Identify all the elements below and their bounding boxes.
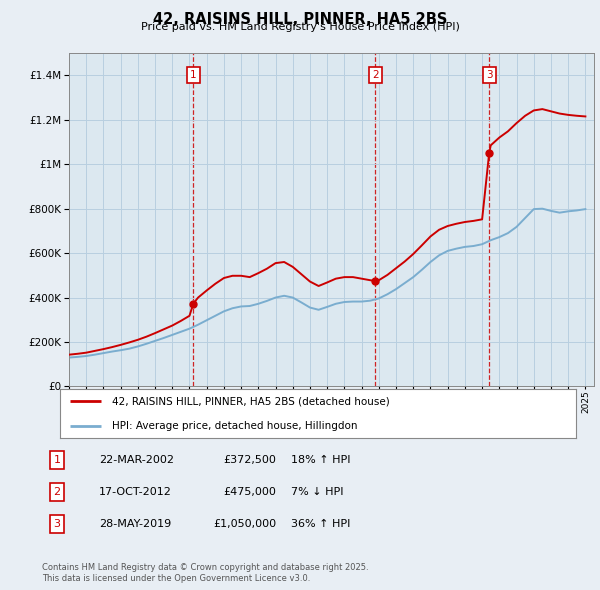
Text: 7% ↓ HPI: 7% ↓ HPI [291,487,343,497]
Text: 3: 3 [486,70,493,80]
Text: 1: 1 [190,70,197,80]
Text: HPI: Average price, detached house, Hillingdon: HPI: Average price, detached house, Hill… [112,421,357,431]
Text: This data is licensed under the Open Government Licence v3.0.: This data is licensed under the Open Gov… [42,574,310,583]
Text: 3: 3 [53,519,61,529]
Text: 42, RAISINS HILL, PINNER, HA5 2BS: 42, RAISINS HILL, PINNER, HA5 2BS [153,12,447,27]
Text: £1,050,000: £1,050,000 [213,519,276,529]
Text: 18% ↑ HPI: 18% ↑ HPI [291,455,350,465]
Text: Price paid vs. HM Land Registry's House Price Index (HPI): Price paid vs. HM Land Registry's House … [140,22,460,32]
Text: 2: 2 [372,70,379,80]
Text: 17-OCT-2012: 17-OCT-2012 [99,487,172,497]
Text: Contains HM Land Registry data © Crown copyright and database right 2025.: Contains HM Land Registry data © Crown c… [42,563,368,572]
Text: 22-MAR-2002: 22-MAR-2002 [99,455,174,465]
Text: 36% ↑ HPI: 36% ↑ HPI [291,519,350,529]
Text: 1: 1 [53,455,61,465]
Text: 28-MAY-2019: 28-MAY-2019 [99,519,171,529]
Text: £372,500: £372,500 [223,455,276,465]
Text: 42, RAISINS HILL, PINNER, HA5 2BS (detached house): 42, RAISINS HILL, PINNER, HA5 2BS (detac… [112,396,389,407]
Text: £475,000: £475,000 [223,487,276,497]
Text: 2: 2 [53,487,61,497]
